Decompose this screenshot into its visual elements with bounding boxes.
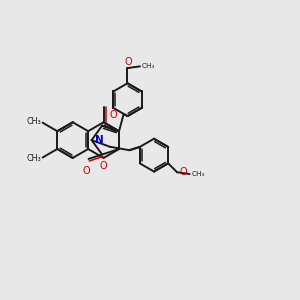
Text: O: O: [82, 166, 90, 176]
Text: CH₃: CH₃: [142, 63, 155, 69]
Text: CH₃: CH₃: [27, 117, 42, 126]
Text: N: N: [94, 135, 103, 145]
Text: O: O: [125, 57, 132, 67]
Text: CH₃: CH₃: [192, 171, 205, 177]
Text: CH₃: CH₃: [27, 154, 42, 163]
Text: O: O: [179, 167, 187, 177]
Text: O: O: [100, 161, 107, 171]
Text: O: O: [110, 110, 117, 120]
